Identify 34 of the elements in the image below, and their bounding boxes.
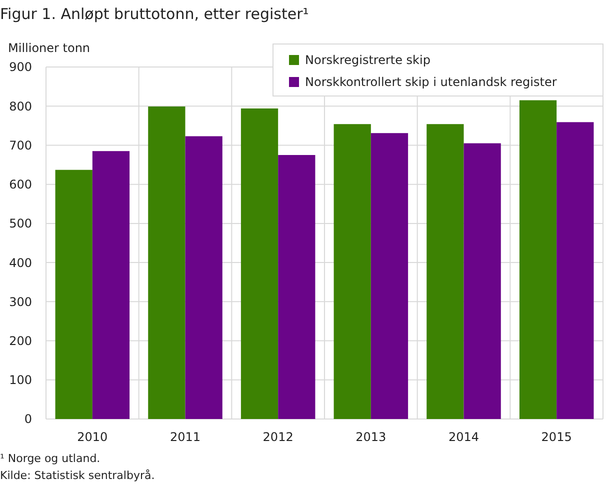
- bar: [370, 133, 408, 419]
- y-tick-label: 300: [9, 294, 32, 309]
- bar: [556, 122, 594, 419]
- y-tick-label: 900: [9, 60, 32, 74]
- x-tick-label: 2014: [448, 430, 480, 444]
- y-tick-label: 600: [9, 178, 32, 192]
- x-tick-label: 2012: [262, 430, 294, 444]
- y-axis-title: Millioner tonn: [8, 41, 90, 55]
- bar: [334, 124, 371, 419]
- legend-label: Norskregistrerte skip: [305, 53, 430, 68]
- y-tick-label: 500: [9, 216, 32, 231]
- bar: [55, 170, 92, 419]
- y-tick-label: 700: [9, 138, 32, 152]
- y-tick-label: 200: [9, 334, 32, 348]
- text: Kilde: Statistisk sentralbyrå.: [0, 469, 155, 482]
- text: ¹ Norge og utland.: [0, 452, 100, 465]
- y-tick-label: 400: [9, 256, 32, 270]
- bar: [185, 136, 222, 419]
- x-tick-label: 2013: [356, 430, 386, 444]
- y-tick-label: 100: [9, 373, 32, 388]
- legend-label: Norskkontrollert skip i utenlandsk register: [305, 75, 557, 90]
- bar: [519, 100, 557, 419]
- y-tick-label: 800: [9, 99, 32, 114]
- chart-title: Figur 1. Anløpt bruttotonn, etter register¹: [0, 5, 309, 23]
- bar: [240, 108, 278, 419]
- bar: [148, 106, 186, 419]
- bar: [92, 151, 130, 419]
- bar: [464, 143, 501, 419]
- x-tick-label: 2015: [541, 430, 572, 444]
- x-tick-label: 2011: [170, 430, 201, 444]
- x-tick-label: 2010: [77, 430, 108, 444]
- y-tick-label: 0: [24, 412, 32, 426]
- bar: [278, 155, 316, 419]
- bar: [426, 124, 464, 419]
